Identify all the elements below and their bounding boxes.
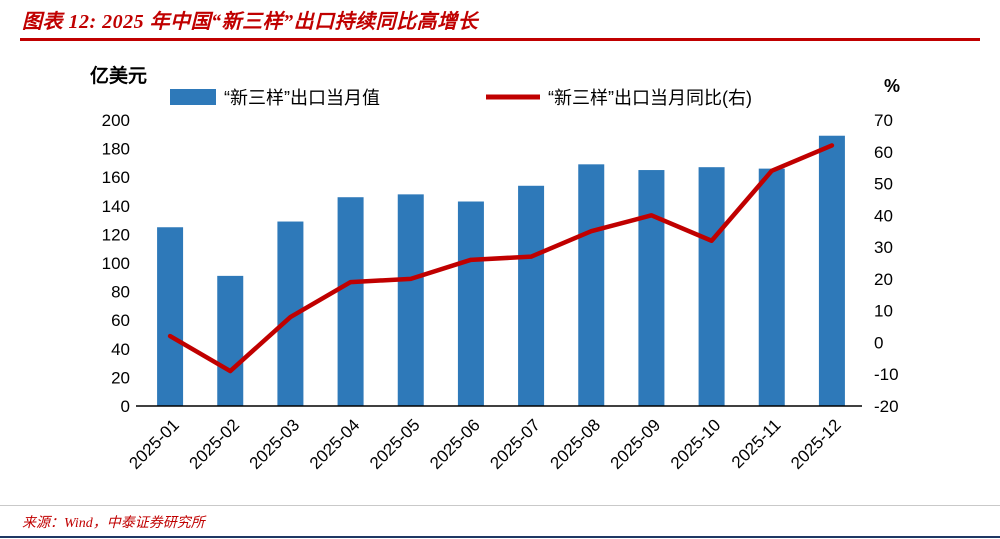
line-series (167, 143, 835, 374)
right-tick-label: 70 (874, 111, 893, 130)
left-tick-label: 40 (111, 340, 130, 359)
x-tick-label: 2025-01 (125, 415, 183, 473)
left-tick-label: 20 (111, 368, 130, 387)
right-axis-unit: % (884, 76, 900, 96)
bar (758, 168, 785, 406)
x-tick-label: 2025-05 (366, 415, 424, 473)
right-tick-label: -10 (874, 365, 899, 384)
combo-chart: 亿美元 %“新三样”出口当月值 “新三样”出口当月同比(右)200180160140… (90, 64, 900, 473)
bar (337, 197, 364, 406)
left-tick-label: 200 (102, 111, 130, 130)
bar (518, 185, 545, 406)
x-tick-label: 2025-08 (547, 415, 605, 473)
left-axis-unit: 亿美元 (90, 64, 147, 87)
legend-bar-swatch (170, 89, 216, 105)
figure-title: 图表 12: 2025 年中国“新三样”出口持续同比高增长 (22, 11, 479, 33)
x-tick-label: 2025-09 (607, 415, 665, 473)
x-tick-label: 2025-02 (186, 415, 244, 473)
title-underline (20, 38, 980, 41)
bar (457, 201, 484, 406)
right-tick-label: 0 (874, 333, 883, 352)
legend-bar-label: “新三样”出口当月值 (224, 88, 380, 108)
x-tick-label: 2025-07 (486, 415, 544, 473)
x-tick-label: 2025-06 (426, 415, 484, 473)
right-tick-label: 10 (874, 302, 893, 321)
right-tick-label: 50 (874, 175, 893, 194)
bar (157, 227, 184, 406)
left-tick-label: 60 (111, 311, 130, 330)
right-tick-label: 30 (874, 238, 893, 257)
x-tick-label: 2025-10 (667, 415, 725, 473)
x-tick-label: 2025-04 (306, 415, 364, 473)
right-tick-label: 60 (874, 143, 893, 162)
right-tick-label: 40 (874, 206, 893, 225)
x-tick-label: 2025-03 (246, 415, 304, 473)
right-tick-label: -20 (874, 397, 899, 416)
left-tick-label: 120 (102, 225, 130, 244)
bar (578, 164, 605, 406)
left-tick-label: 0 (121, 397, 130, 416)
bottom-rule (0, 536, 1000, 538)
legend-line-label: “新三样”出口当月同比(右) (548, 88, 752, 108)
bar (698, 167, 725, 406)
x-tick-label: 2025-11 (728, 415, 785, 472)
right-tick-label: 20 (874, 270, 893, 289)
figure-header: 图表 12: 2025 年中国“新三样”出口持续同比高增长 (0, 0, 1000, 34)
bar (818, 135, 845, 406)
figure-footer: 来源：Wind，中泰证券研究所 (0, 505, 1000, 532)
left-tick-label: 140 (102, 197, 130, 216)
bar (638, 170, 665, 406)
x-tick-label: 2025-12 (787, 415, 845, 473)
left-tick-label: 80 (111, 283, 130, 302)
left-tick-label: 100 (102, 254, 130, 273)
bar (217, 275, 244, 406)
source-note: 来源：Wind，中泰证券研究所 (22, 516, 205, 531)
left-tick-label: 160 (102, 168, 130, 187)
left-tick-label: 180 (102, 140, 130, 159)
bar (397, 194, 424, 406)
chart-container: 亿美元% “新三样”出口当月值 “新三样”出口当月同比(右) 200 180 160 140… (0, 58, 1000, 498)
